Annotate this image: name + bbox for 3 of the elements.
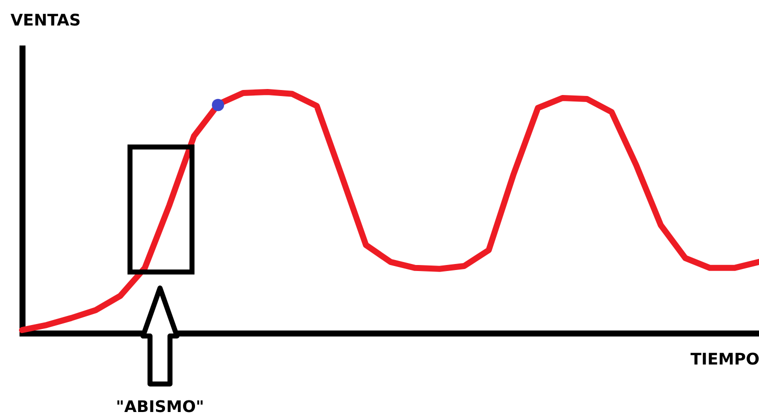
y-axis-title: VENTAS: [10, 10, 81, 30]
text: "ABISMO": [116, 397, 204, 416]
x-axis-title: TIEMPO: [690, 350, 759, 368]
